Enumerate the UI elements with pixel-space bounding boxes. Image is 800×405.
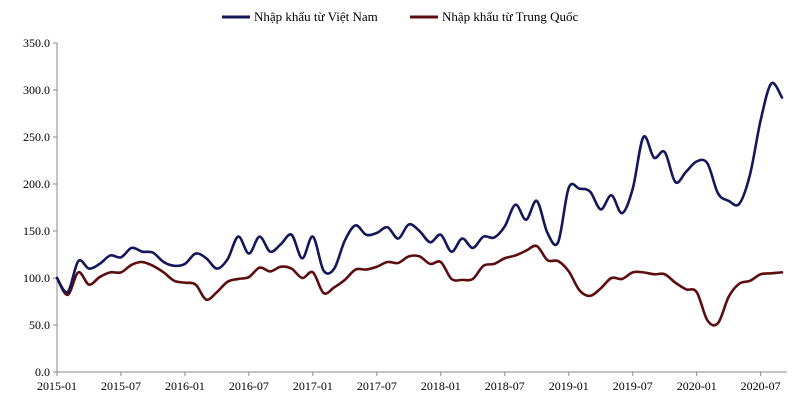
x-tick-label: 2020-01 xyxy=(677,379,717,393)
y-tick-label: 0.0 xyxy=(35,365,50,379)
x-tick-label: 2017-07 xyxy=(357,379,397,393)
x-tick-label: 2016-07 xyxy=(229,379,269,393)
legend-label-china: Nhập khẩu từ Trung Quốc xyxy=(442,9,579,24)
series-line-vietnam xyxy=(55,81,784,294)
series-layer xyxy=(55,81,784,327)
legend-item-china: Nhập khẩu từ Trung Quốc xyxy=(410,9,579,24)
y-tick-label: 350.0 xyxy=(23,36,50,50)
legend: Nhập khẩu từ Việt Nam Nhập khẩu từ Trung… xyxy=(222,9,579,24)
y-tick-label: 250.0 xyxy=(23,130,50,144)
x-tick-label: 2019-01 xyxy=(549,379,589,393)
y-tick-label: 200.0 xyxy=(23,177,50,191)
legend-item-vietnam: Nhập khẩu từ Việt Nam xyxy=(222,9,378,24)
y-tick-label: 50.0 xyxy=(29,318,50,332)
x-tick-label: 2016-01 xyxy=(165,379,205,393)
x-tick-label: 2017-01 xyxy=(293,379,333,393)
x-tick-label: 2015-07 xyxy=(101,379,141,393)
x-tick-label: 2019-07 xyxy=(613,379,653,393)
x-axis: 2015-01 2015-07 2016-01 2016-07 2017-01 2017-… xyxy=(37,371,787,393)
x-tick-label: 2018-01 xyxy=(421,379,461,393)
legend-label-vietnam: Nhập khẩu từ Việt Nam xyxy=(254,9,378,24)
series-line-china xyxy=(55,244,784,327)
y-tick-label: 150.0 xyxy=(23,224,50,238)
x-tick-label: 2015-01 xyxy=(37,379,77,393)
y-axis: 0.0 50.0 100.0 150.0 200.0 250.0 300.0 350.0 xyxy=(23,36,58,379)
x-tick-label: 2018-07 xyxy=(485,379,525,393)
y-tick-label: 300.0 xyxy=(23,83,50,97)
x-tick-label: 2020-07 xyxy=(741,379,781,393)
y-tick-label: 100.0 xyxy=(23,271,50,285)
